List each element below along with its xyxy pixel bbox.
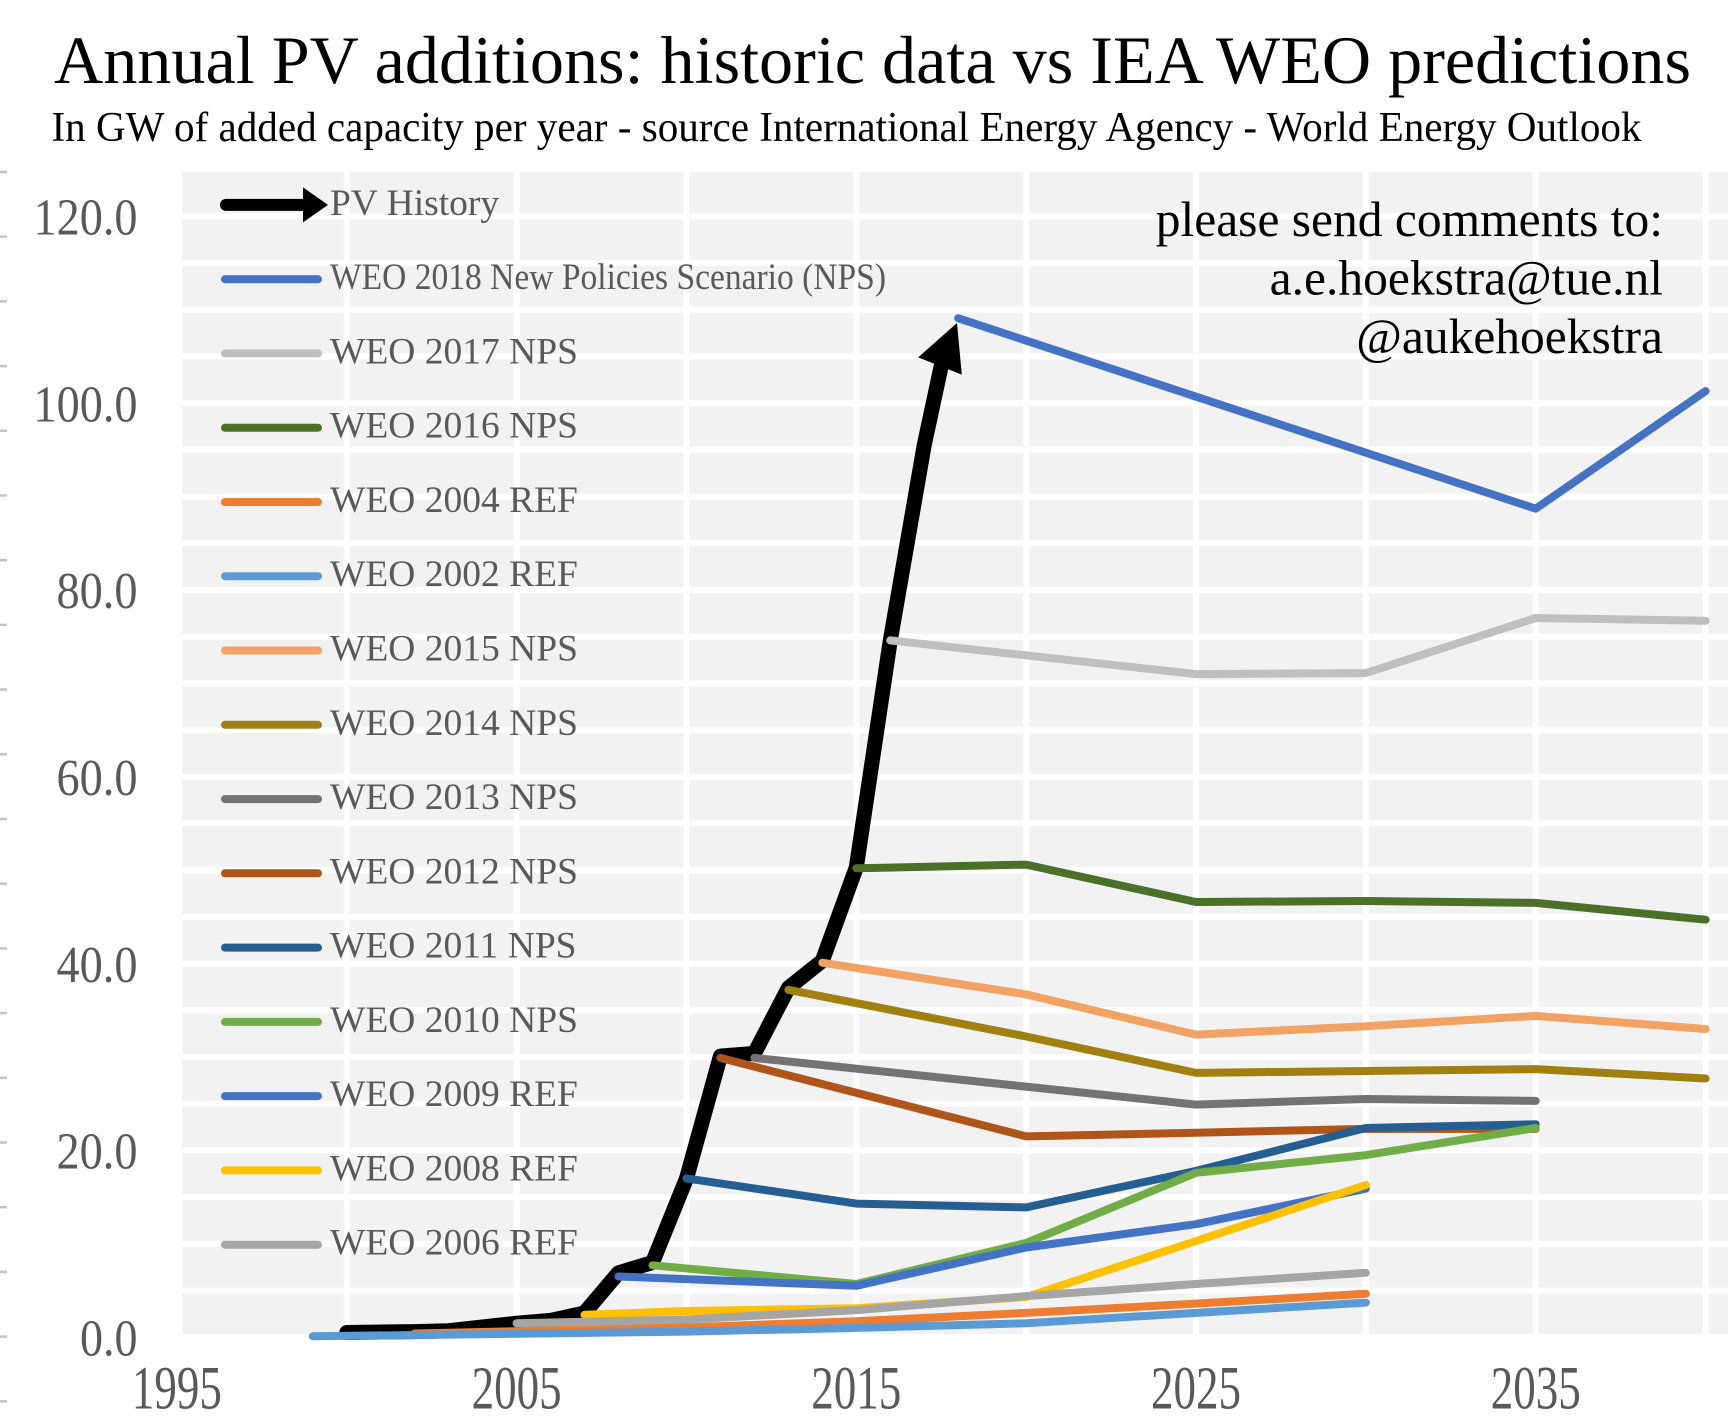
svg-text:Annual PV additions: historic: Annual PV additions: historic data vs IE…: [54, 22, 1691, 98]
svg-text:WEO 2015 NPS: WEO 2015 NPS: [330, 629, 578, 670]
svg-text:1995: 1995: [132, 1355, 222, 1422]
svg-text:40.0: 40.0: [57, 937, 138, 994]
svg-text:2015: 2015: [811, 1355, 901, 1422]
svg-text:WEO 2016 NPS: WEO 2016 NPS: [330, 406, 578, 447]
svg-text:60.0: 60.0: [57, 750, 138, 807]
svg-text:2025: 2025: [1151, 1355, 1241, 1422]
svg-text:WEO 2017 NPS: WEO 2017 NPS: [330, 331, 578, 372]
svg-text:please send comments to:: please send comments to:: [1156, 192, 1663, 247]
svg-text:WEO 2004 REF: WEO 2004 REF: [330, 480, 578, 521]
svg-text:a.e.hoekstra@tue.nl: a.e.hoekstra@tue.nl: [1270, 251, 1663, 306]
svg-text:In GW of added capacity per ye: In GW of added capacity per year - sourc…: [52, 105, 1642, 151]
svg-text:WEO 2018 New Policies Scenario: WEO 2018 New Policies Scenario (NPS): [330, 257, 886, 298]
svg-text:WEO 2013 NPS: WEO 2013 NPS: [330, 777, 578, 818]
svg-text:2005: 2005: [472, 1355, 562, 1422]
svg-text:@aukehoekstra: @aukehoekstra: [1356, 309, 1663, 364]
svg-text:WEO 2008 REF: WEO 2008 REF: [330, 1148, 578, 1189]
svg-text:WEO 2011 NPS: WEO 2011 NPS: [330, 926, 577, 967]
svg-text:WEO 2006 REF: WEO 2006 REF: [330, 1223, 578, 1264]
svg-text:WEO 2009 REF: WEO 2009 REF: [330, 1074, 578, 1115]
svg-text:WEO 2002 REF: WEO 2002 REF: [330, 554, 578, 595]
svg-text:0.0: 0.0: [80, 1310, 138, 1367]
svg-text:80.0: 80.0: [57, 563, 138, 620]
svg-text:WEO 2012 NPS: WEO 2012 NPS: [330, 851, 578, 892]
svg-text:2035: 2035: [1491, 1355, 1581, 1422]
svg-text:20.0: 20.0: [57, 1124, 138, 1181]
svg-text:120.0: 120.0: [34, 190, 138, 247]
svg-text:WEO 2010 NPS: WEO 2010 NPS: [330, 1000, 578, 1041]
svg-text:WEO 2014 NPS: WEO 2014 NPS: [330, 703, 578, 744]
svg-text:PV History: PV History: [330, 183, 499, 224]
svg-text:100.0: 100.0: [34, 376, 138, 433]
